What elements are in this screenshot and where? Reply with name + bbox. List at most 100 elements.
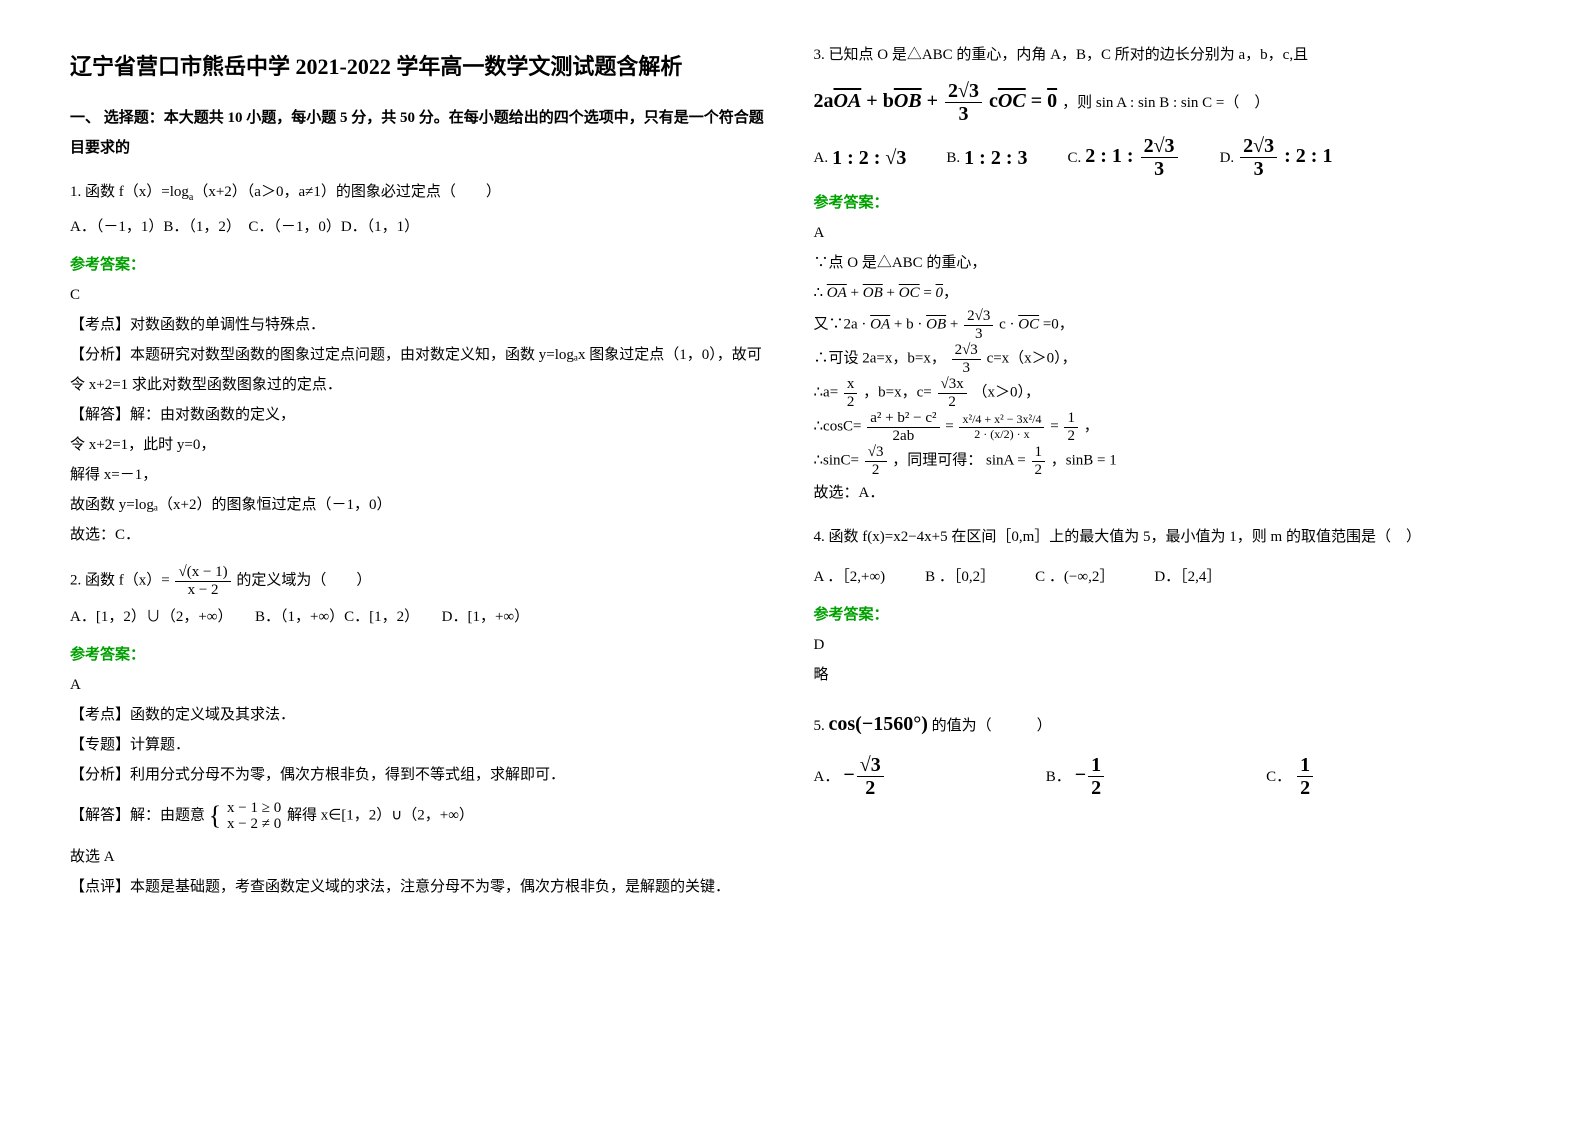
question-2: 2. 函数 f（x）= √(x − 1) x − 2 的定义域为（ ） bbox=[70, 564, 774, 598]
q4-options: A ．［2,+∞) B ．［0,2］ C ．(−∞,2］ D．［2,4］ bbox=[814, 562, 1518, 592]
q1-exp-6: 故选：C． bbox=[70, 520, 774, 550]
q2-frac-den: x − 2 bbox=[175, 582, 230, 599]
q3-options: A. 1 : 2 : √3 B. 1 : 2 : 3 C. 2 : 1 : 2√… bbox=[814, 135, 1518, 180]
f-den: 3 bbox=[952, 360, 981, 377]
q3-l8a: ∴sinC= bbox=[814, 452, 860, 468]
q4-optD: D．［2,4］ bbox=[1154, 562, 1221, 592]
q1-exp-1: 【分析】本题研究对数型函数的图象过定点问题，由对数定义知，函数 y=logₐx … bbox=[70, 340, 774, 400]
q3-l7a: ∴cosC= bbox=[814, 418, 862, 434]
q1-stem-a: 1. 函数 f（x）=log bbox=[70, 184, 189, 200]
f-den: 2 bbox=[1297, 777, 1313, 799]
q3-l6a: ∴a= bbox=[814, 384, 839, 400]
q3-l6b: ，b=x，c= bbox=[863, 384, 932, 400]
q3-l4b: =0， bbox=[1043, 316, 1074, 332]
q1-options: A．（－1，1）B．（1，2） C．（－1，0）D．（1，1） bbox=[70, 212, 774, 242]
q3-optC: 2 : 1 : 2√33 bbox=[1085, 135, 1179, 180]
q2-exp2-0: 故选 A bbox=[70, 842, 774, 872]
q3-l6: ∴a= x2 ，b=x，c= √3x2 （x＞0）， bbox=[814, 376, 1518, 410]
q3-answer: A bbox=[814, 218, 1518, 248]
f-den: 3 bbox=[1141, 158, 1178, 180]
f-den: 3 bbox=[1240, 158, 1277, 180]
q3-main-formula: 2aOA + bOB + 2√3 3 cOC = 0 ，则 sin A : si… bbox=[814, 80, 1518, 125]
f-num: 1 bbox=[1064, 410, 1078, 428]
q3-optA: 1 : 2 : √3 bbox=[832, 138, 906, 178]
question-1: 1. 函数 f（x）=loga（x+2）（a＞0，a≠1）的图象必过定点（ ） bbox=[70, 177, 774, 208]
q3-l7b: = bbox=[945, 418, 953, 434]
q2-solve-pre: 【解答】解：由题意 bbox=[70, 807, 205, 823]
f-num: 2√3 bbox=[952, 342, 981, 360]
question-5: 5. cos(−1560°) 的值为（ ） bbox=[814, 704, 1518, 744]
q5-optA-pre: A． bbox=[814, 762, 840, 792]
q2-frac-num: √(x − 1) bbox=[175, 564, 230, 582]
q4-optA: A ．［2,+∞) bbox=[814, 562, 886, 592]
f-den: 2 bbox=[938, 394, 967, 411]
q5-fn: cos(−1560°) bbox=[829, 713, 928, 735]
question-4: 4. 函数 f(x)=x2−4x+5 在区间［0,m］上的最大值为 5，最小值为… bbox=[814, 522, 1518, 552]
f-num: 1 bbox=[1297, 754, 1313, 777]
q3-optC-pre: C. bbox=[1067, 143, 1081, 173]
q3-optB-pre: B. bbox=[946, 143, 960, 173]
q4-answer: D bbox=[814, 630, 1518, 660]
f-num: x bbox=[844, 376, 858, 394]
q3-l4: 又∵2a · OA + b · OB + 2√33 c · OC =0， bbox=[814, 308, 1518, 342]
f-num: 2√3 bbox=[1240, 135, 1277, 158]
f-den: 2 · (x/2) · x bbox=[959, 428, 1044, 441]
q3-l5a: ∴可设 2a=x，b=x， bbox=[814, 350, 946, 366]
q4-optC: C ．(−∞,2］ bbox=[1035, 562, 1114, 592]
q2-exp-0: 【考点】函数的定义域及其求法． bbox=[70, 700, 774, 730]
q2-exp-2: 【分析】利用分式分母不为零，偶次方根非负，得到不等式组，求解即可． bbox=[70, 760, 774, 790]
q4-exp: 略 bbox=[814, 660, 1518, 690]
q3-l1: ∵点 O 是△ABC 的重心， bbox=[814, 248, 1518, 278]
q3-l7: ∴cosC= a² + b² − c²2ab = x²/4 + x² − 3x²… bbox=[814, 410, 1518, 444]
f-num: √3 bbox=[865, 444, 887, 462]
f-num: √3 bbox=[857, 754, 884, 777]
q1-exp-2: 【解答】解：由对数函数的定义， bbox=[70, 400, 774, 430]
q3-l5: ∴可设 2a=x，b=x， 2√33 c=x（x＞0）， bbox=[814, 342, 1518, 376]
q2-solve-post: 解得 x∈[1，2）∪（2，+∞） bbox=[287, 807, 474, 823]
f-den: 2ab bbox=[867, 428, 939, 445]
q2-exp-1: 【专题】计算题． bbox=[70, 730, 774, 760]
q2-options: A．[1，2）∪（2，+∞） B．（1，+∞）C．[1，2） D．[1，+∞） bbox=[70, 602, 774, 632]
f-num: 1 bbox=[1088, 754, 1104, 777]
q3-l7d: ， bbox=[1084, 418, 1099, 434]
q3-l5b: c=x（x＞0）， bbox=[987, 350, 1077, 366]
q3-l8d: ，sinB = 1 bbox=[1051, 452, 1117, 468]
f-den: 2 bbox=[1064, 428, 1078, 445]
q3-formula-post: ，则 sin A : sin B : sin C =（ ） bbox=[1062, 95, 1269, 111]
f-den: 2 bbox=[1088, 777, 1104, 799]
q2-solve: 【解答】解：由题意 { x − 1 ≥ 0 x − 2 ≠ 0 解得 x∈[1，… bbox=[70, 790, 774, 842]
f-den: 2 bbox=[857, 777, 884, 799]
q4-optB: B ．［0,2］ bbox=[925, 562, 995, 592]
answer-label: 参考答案： bbox=[70, 640, 774, 670]
q3-optA-pre: A. bbox=[814, 143, 829, 173]
q3-l8b: ，同理可得： bbox=[892, 452, 982, 468]
q3-l9: 故选：A． bbox=[814, 478, 1518, 508]
answer-label: 参考答案： bbox=[814, 188, 1518, 218]
f-num: √3x bbox=[938, 376, 967, 394]
f-num: a² + b² − c² bbox=[867, 410, 939, 428]
q5-optA: −√32 bbox=[843, 754, 885, 799]
f-den: 2 bbox=[844, 394, 858, 411]
f-den: 2 bbox=[1032, 462, 1046, 479]
q3-l7c: = bbox=[1050, 418, 1058, 434]
q1-exp-0: 【考点】对数函数的单调性与特殊点． bbox=[70, 310, 774, 340]
q2-brace-bot: x − 2 ≠ 0 bbox=[227, 816, 281, 833]
f-num: 1 bbox=[1032, 444, 1046, 462]
q3-optD-pre: D. bbox=[1220, 143, 1235, 173]
q3-optB: 1 : 2 : 3 bbox=[964, 138, 1027, 178]
q3-l6c: （x＞0）， bbox=[972, 384, 1040, 400]
q3-l8: ∴sinC= √32 ，同理可得： sinA = 12 ，sinB = 1 bbox=[814, 444, 1518, 478]
f-den: 3 bbox=[964, 326, 993, 343]
q2-pre: 2. 函数 f（x）= bbox=[70, 572, 173, 588]
q5-optB: −12 bbox=[1075, 754, 1106, 799]
q3-optD: 2√33 : 2 : 1 bbox=[1238, 135, 1332, 180]
page-title: 辽宁省营口市熊岳中学 2021-2022 学年高一数学文测试题含解析 bbox=[70, 50, 774, 83]
q3-l4a: 又∵2a bbox=[814, 316, 858, 332]
brace-icon: { bbox=[209, 801, 221, 830]
q1-exp-3: 令 x+2=1，此时 y=0， bbox=[70, 430, 774, 460]
q5-optC-pre: C． bbox=[1266, 762, 1291, 792]
q2-fraction: √(x − 1) x − 2 bbox=[175, 564, 230, 598]
f-num: x²/4 + x² − 3x²/4 bbox=[959, 413, 1044, 427]
f-num: 2√3 bbox=[964, 308, 993, 326]
q2-answer: A bbox=[70, 670, 774, 700]
